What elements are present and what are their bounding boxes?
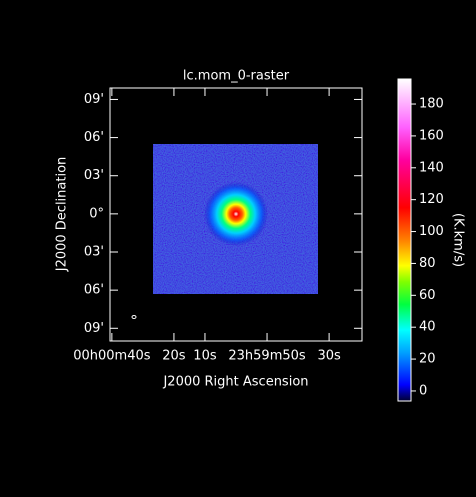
- y-tick-label: 09': [84, 92, 104, 107]
- y-tick-label: 03': [84, 168, 104, 183]
- x-axis-label: J2000 Right Ascension: [162, 375, 308, 390]
- y-tick-label: 09': [84, 321, 104, 336]
- colorbar-label: (K.km/s): [451, 213, 466, 267]
- beam: [131, 315, 137, 319]
- colorbar-tick-label: 40: [419, 320, 436, 335]
- x-tick-label: 20s: [162, 349, 186, 364]
- colorbar-tick-label: 0: [419, 383, 427, 398]
- y-axis-label: J2000 Declination: [55, 157, 70, 273]
- colorbar: [397, 78, 412, 402]
- y-tick-label: 06': [84, 283, 104, 298]
- y-tick-label: 06': [84, 130, 104, 145]
- x-tick-label: 30s: [317, 349, 341, 364]
- colorbar-tick-label: 80: [419, 256, 436, 271]
- colorbar-tick-label: 120: [419, 192, 444, 207]
- colorbar-tick-label: 180: [419, 97, 444, 112]
- x-tick-label: 00h00m40s: [73, 349, 151, 364]
- chart-title: lc.mom_0-raster: [183, 69, 290, 84]
- y-tick-label: 0°: [89, 206, 104, 221]
- x-tick-label: 10s: [193, 349, 217, 364]
- x-tick-label: 23h59m50s: [228, 349, 306, 364]
- colorbar-tick-label: 60: [419, 288, 436, 303]
- raster-source: [204, 182, 268, 246]
- colorbar-tick-label: 100: [419, 224, 444, 239]
- frame: [109, 87, 363, 342]
- colorbar-tick-label: 140: [419, 160, 444, 175]
- colorbar-tick-label: 160: [419, 128, 444, 143]
- colorbar-tick-label: 20: [419, 352, 436, 367]
- y-tick-label: 03': [84, 245, 104, 260]
